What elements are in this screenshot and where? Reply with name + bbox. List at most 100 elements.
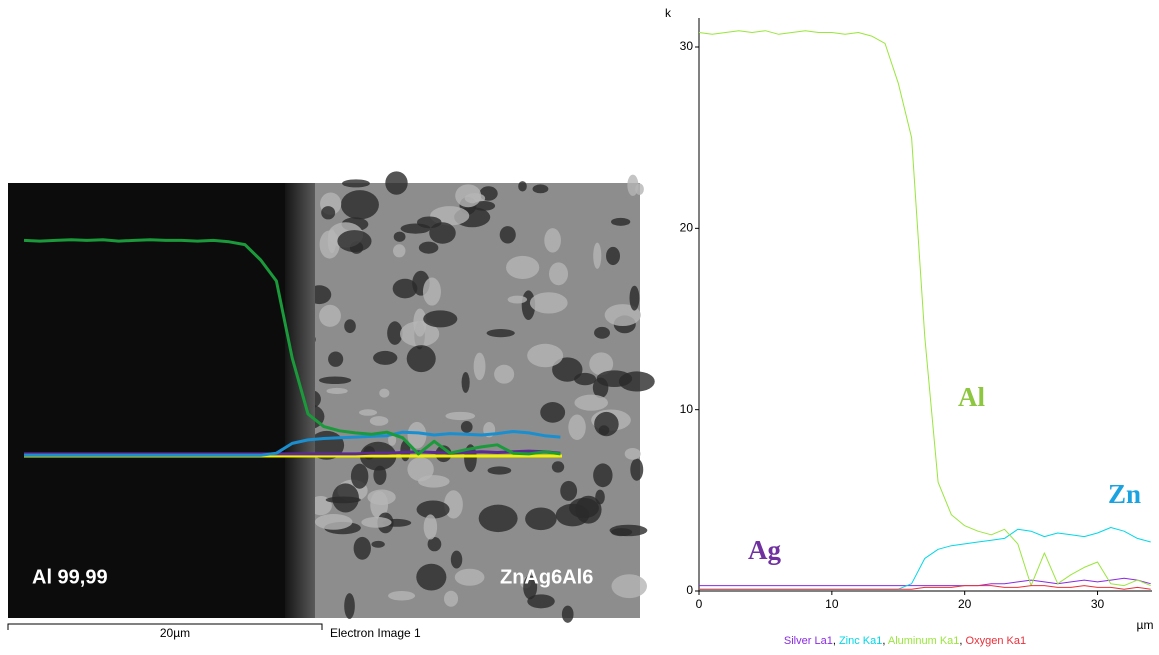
texture-blob [424, 514, 437, 539]
texture-blob [344, 319, 356, 333]
texture-blob [552, 461, 564, 472]
texture-blob [611, 218, 630, 226]
x-tick-label: 20 [958, 597, 972, 611]
texture-blob [423, 278, 441, 306]
texture-blob [429, 222, 456, 243]
texture-blob [328, 351, 343, 366]
texture-blob [593, 243, 601, 269]
y-axis-label: k [665, 6, 672, 20]
texture-blob [321, 206, 335, 219]
texture-blob [401, 223, 431, 233]
electron-image: Al 99,99 ZnAg6Al6 20µm Electron Image 1 [8, 171, 655, 640]
texture-blob [593, 463, 612, 487]
texture-blob [394, 232, 406, 242]
texture-blob [479, 505, 518, 532]
texture-blob [370, 416, 389, 426]
texture-blob [388, 591, 415, 600]
legend-entry: Aluminum Ka1 [888, 635, 960, 647]
texture-blob [326, 388, 347, 394]
texture-blob [319, 376, 351, 384]
y-tick-label: 0 [686, 583, 693, 597]
texture-blob [361, 517, 391, 528]
texture-blob [373, 351, 397, 365]
texture-blob [562, 606, 574, 623]
texture-blob [487, 329, 515, 337]
texture-blob [594, 327, 610, 339]
texture-blob [606, 247, 620, 265]
texture-blob [451, 551, 462, 569]
texture-blob [625, 448, 641, 460]
texture-blob [416, 564, 446, 591]
caption: Electron Image 1 [330, 626, 421, 640]
x-tick-label: 0 [696, 597, 703, 611]
right-label: ZnAg6Al6 [500, 566, 593, 588]
texture-blob [344, 593, 355, 619]
texture-blob [474, 353, 486, 381]
texture-blob [462, 372, 470, 393]
legend-entry: Oxygen Ka1 [966, 635, 1027, 647]
texture-blob [518, 181, 527, 191]
x-axis-label: µm [1137, 618, 1154, 632]
texture-blob [560, 481, 577, 501]
texture-blob [525, 508, 557, 531]
y-tick-label: 30 [680, 39, 694, 53]
texture-blob [319, 305, 341, 327]
texture-blob [393, 244, 405, 257]
texture-blob [337, 230, 371, 252]
texture-blob [342, 179, 370, 187]
texture-blob [506, 256, 539, 279]
texture-blob [530, 292, 568, 313]
texture-blob [627, 175, 638, 196]
texture-blob [351, 464, 368, 489]
texture-blob [540, 402, 565, 423]
texture-blob [500, 226, 516, 243]
texture-blob [393, 279, 418, 299]
texture-blob [544, 228, 561, 252]
texture-blob [549, 262, 568, 285]
texture-blob [371, 541, 384, 548]
legend-entry: Zinc Ka1 [839, 635, 882, 647]
texture-blob [455, 569, 485, 586]
texture-blob [611, 574, 647, 598]
y-tick-label: 10 [680, 402, 694, 416]
annotation: Zn [1108, 479, 1141, 509]
texture-blob [407, 457, 433, 481]
texture-blob [423, 310, 457, 327]
texture-blob [630, 286, 640, 311]
texture-blob [533, 184, 549, 193]
texture-blob [597, 370, 633, 387]
texture-blob [354, 537, 371, 560]
series-line [699, 31, 1151, 586]
texture-blob [341, 190, 379, 219]
texture-blob [594, 412, 618, 436]
texture-blob [461, 421, 473, 433]
legend: Silver La1, Zinc Ka1, Aluminum Ka1, Oxyg… [784, 635, 1026, 647]
texture-blob [379, 389, 389, 398]
texture-blob [359, 409, 377, 416]
texture-blob [407, 345, 436, 372]
texture-blob [455, 184, 481, 207]
texture-blob [444, 591, 458, 607]
figure: Al 99,99 ZnAg6Al6 20µm Electron Image 1 … [0, 0, 1159, 655]
texture-blob [385, 171, 407, 194]
x-tick-label: 10 [825, 597, 839, 611]
texture-blob [630, 458, 643, 480]
series-line [699, 578, 1151, 585]
texture-blob [488, 466, 512, 474]
series-line [699, 586, 1151, 590]
texture-blob [556, 504, 589, 527]
interface [285, 183, 315, 618]
texture-blob [610, 525, 648, 536]
texture-blob [332, 483, 359, 512]
texture-blob [315, 514, 353, 530]
texture-blob [419, 242, 439, 254]
left-label: Al 99,99 [32, 566, 108, 588]
annotation: Al [958, 382, 985, 412]
scale-label: 20µm [160, 626, 190, 640]
texture-blob [508, 296, 528, 304]
texture-blob [445, 412, 475, 420]
texture-blob [527, 344, 563, 367]
legend-entry: Silver La1 [784, 635, 833, 647]
x-tick-label: 30 [1091, 597, 1105, 611]
